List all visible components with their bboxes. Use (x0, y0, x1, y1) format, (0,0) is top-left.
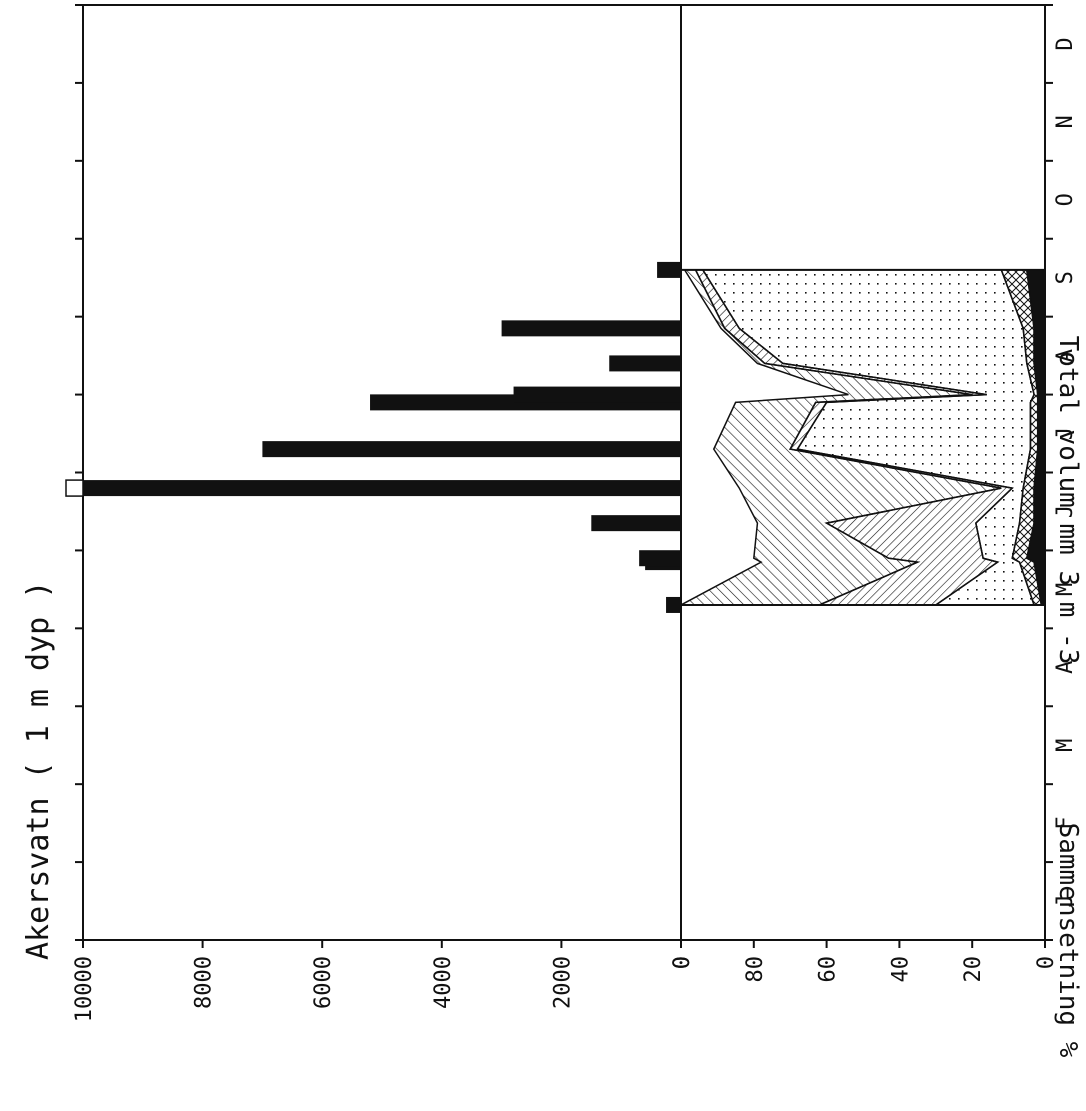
volume-bar (262, 441, 681, 458)
composition-panel (680, 268, 1046, 606)
volume-bar (513, 386, 681, 403)
bar-value-tick-label: 0 (670, 956, 695, 969)
bar-value-tick-label: 8000 (192, 956, 217, 1009)
composition-tick-label: 0 (1034, 956, 1059, 969)
composition-tick-label: 0 (670, 956, 695, 969)
month-label: N (1053, 115, 1078, 128)
volume-bar (609, 355, 681, 372)
month-label: D (1053, 37, 1078, 50)
month-label: F (1053, 817, 1078, 830)
volume-bar (83, 480, 681, 497)
bar-axis-label: Total volum mm 3 m -3 (1053, 336, 1083, 665)
volume-bar (501, 320, 681, 337)
volume-bar (666, 596, 681, 613)
month-label: J (1053, 505, 1078, 518)
bar-value-tick-label: 2000 (550, 956, 575, 1009)
month-label: M (1053, 583, 1078, 596)
volume-bar (591, 515, 681, 532)
composition-tick-label: 80 (743, 956, 768, 983)
month-label: O (1053, 193, 1078, 206)
volume-bar (639, 550, 681, 567)
volume-bar (657, 261, 681, 278)
month-label: J (1053, 894, 1078, 907)
bar-panel (65, 261, 681, 613)
composition-tick-label: 20 (961, 956, 986, 983)
axes: J F M A M J J A S O N D 0 2000 4000 6000 8000 10000 0 20 40 6… (72, 4, 1078, 1022)
bar-value-tick-label: 10000 (72, 956, 97, 1022)
month-label: A (1053, 349, 1078, 362)
overflow-marker (65, 479, 84, 497)
month-label: S (1053, 271, 1078, 284)
month-label: M (1053, 739, 1078, 752)
month-label: J (1053, 427, 1078, 440)
month-label: A (1053, 661, 1078, 674)
composition-axis-label: Sammensetning % (1053, 823, 1083, 1058)
bar-value-tick-label: 6000 (311, 956, 336, 1009)
composition-tick-label: 40 (888, 956, 913, 983)
composition-tick-label: 60 (816, 956, 841, 983)
bar-value-tick-label: 4000 (431, 956, 456, 1009)
chart-title: Akersvatn ( 1 m dyp ) (21, 581, 56, 960)
